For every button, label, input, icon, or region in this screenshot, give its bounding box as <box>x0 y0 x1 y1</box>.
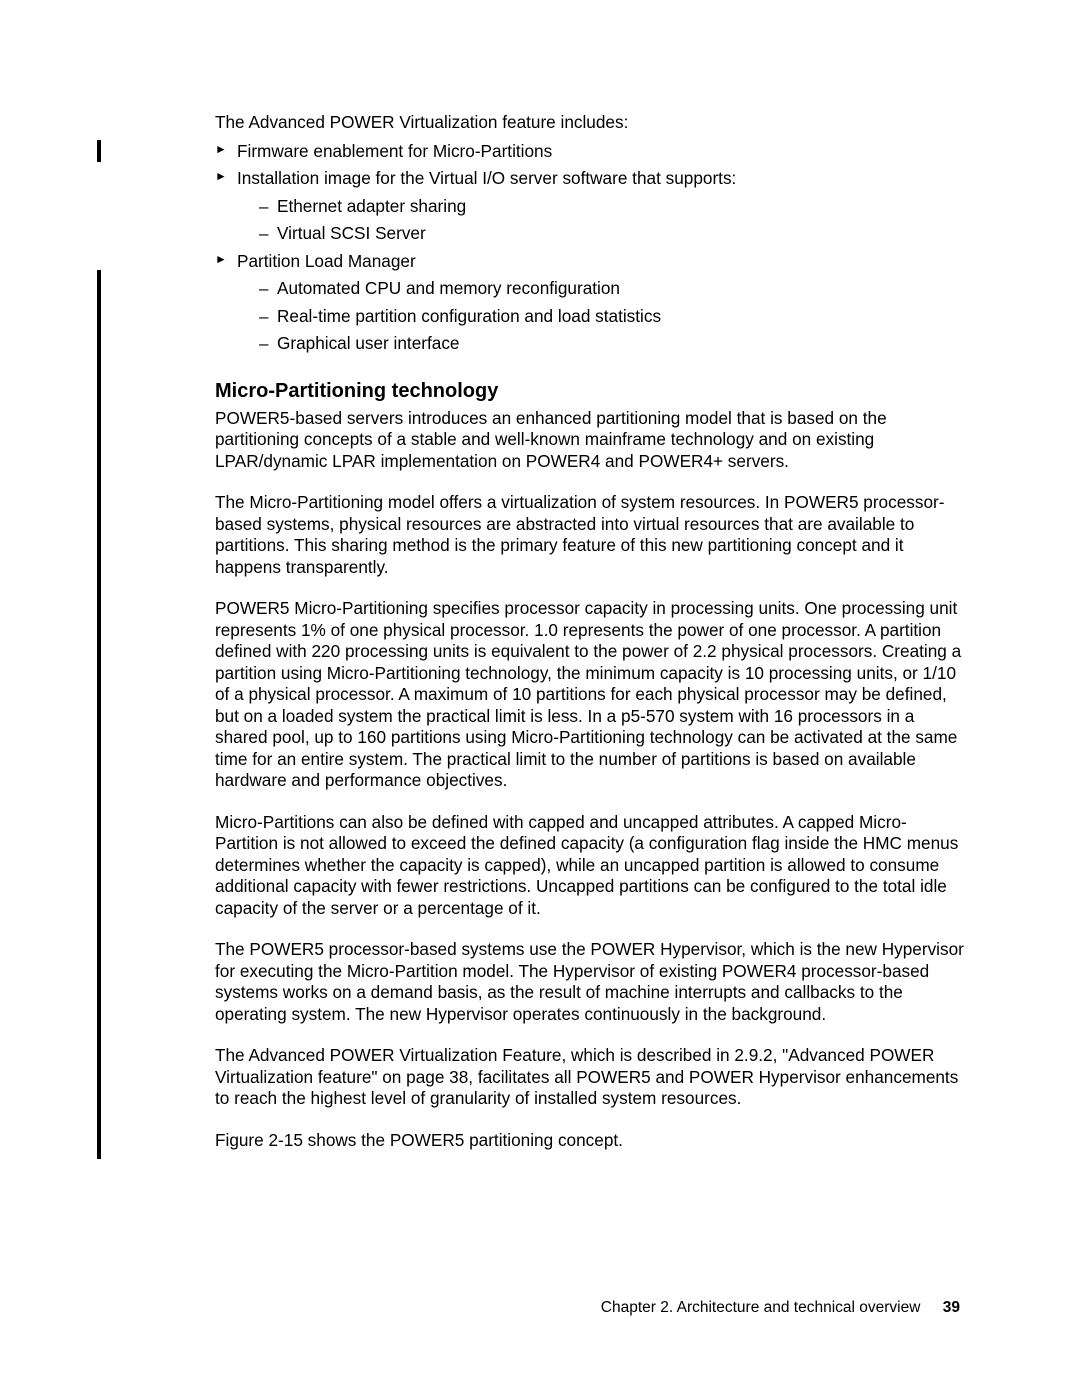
body-paragraph: Figure 2-15 shows the POWER5 partitionin… <box>215 1130 965 1152</box>
body-paragraph: POWER5-based servers introduces an enhan… <box>215 408 965 473</box>
page-content: The Advanced POWER Virtualization featur… <box>215 112 965 1151</box>
list-item: Firmware enablement for Micro-Partitions <box>215 141 965 163</box>
list-item-text: Automated CPU and memory reconfiguration <box>277 278 620 298</box>
section-heading: Micro-Partitioning technology <box>215 379 965 404</box>
list-item-text: Firmware enablement for Micro-Partitions <box>237 141 552 161</box>
list-item: Graphical user interface <box>237 333 965 355</box>
revision-bar <box>97 270 101 1159</box>
body-paragraph: The Micro-Partitioning model offers a vi… <box>215 492 965 578</box>
revision-bar <box>97 140 101 162</box>
list-item-text: Virtual SCSI Server <box>277 223 426 243</box>
list-item-text: Ethernet adapter sharing <box>277 196 466 216</box>
page: The Advanced POWER Virtualization featur… <box>0 0 1080 1397</box>
list-item: Real-time partition configuration and lo… <box>237 306 965 328</box>
intro-text: The Advanced POWER Virtualization featur… <box>215 112 965 134</box>
body-paragraph: The Advanced POWER Virtualization Featur… <box>215 1045 965 1110</box>
list-item-text: Installation image for the Virtual I/O s… <box>237 168 736 188</box>
list-item: Installation image for the Virtual I/O s… <box>215 168 965 245</box>
page-footer: Chapter 2. Architecture and technical ov… <box>601 1299 960 1317</box>
list-item: Ethernet adapter sharing <box>237 196 965 218</box>
chapter-label: Chapter 2. Architecture and technical ov… <box>601 1299 921 1316</box>
list-item: Automated CPU and memory reconfiguration <box>237 278 965 300</box>
list-item: Partition Load Manager Automated CPU and… <box>215 251 965 355</box>
list-item: Virtual SCSI Server <box>237 223 965 245</box>
body-paragraph: The POWER5 processor-based systems use t… <box>215 939 965 1025</box>
body-paragraph: POWER5 Micro-Partitioning specifies proc… <box>215 598 965 792</box>
page-number: 39 <box>943 1299 960 1316</box>
list-item-text: Real-time partition configuration and lo… <box>277 306 661 326</box>
feature-list: Firmware enablement for Micro-Partitions… <box>215 141 965 355</box>
list-item-text: Graphical user interface <box>277 333 459 353</box>
list-item-text: Partition Load Manager <box>237 251 416 271</box>
sublist: Ethernet adapter sharing Virtual SCSI Se… <box>237 196 965 245</box>
sublist: Automated CPU and memory reconfiguration… <box>237 278 965 355</box>
body-paragraph: Micro-Partitions can also be defined wit… <box>215 812 965 920</box>
